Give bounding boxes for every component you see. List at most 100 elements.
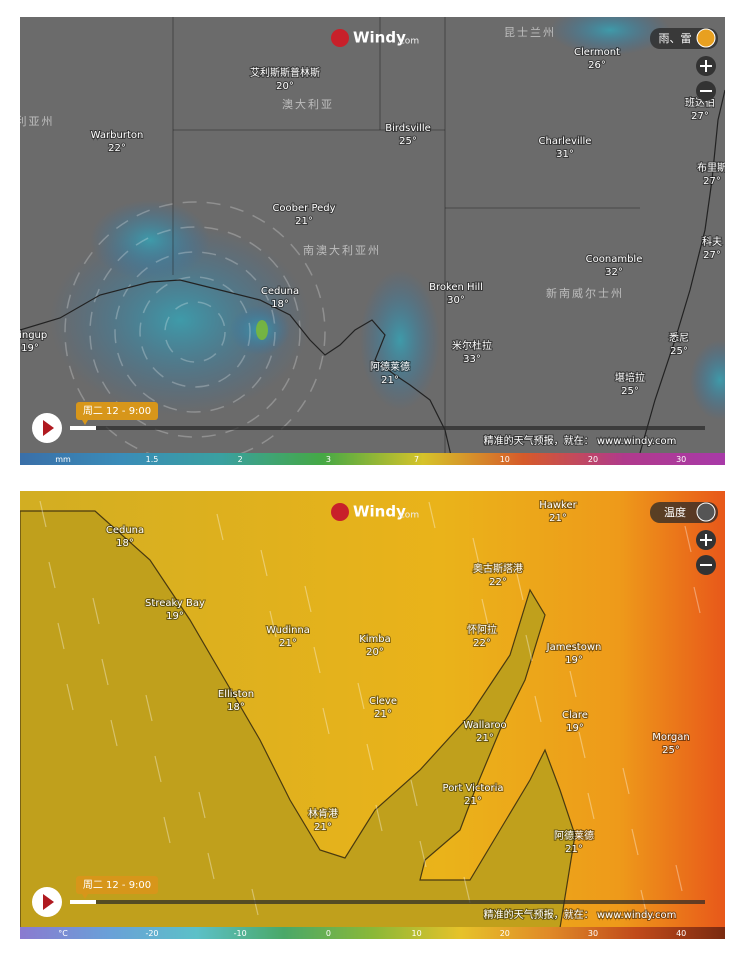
city-name: Coober Pedy <box>272 203 335 214</box>
city-name: Wudinna <box>266 625 310 636</box>
scale-tick: -10 <box>234 929 247 938</box>
wind-streak <box>419 840 427 868</box>
wind-swirl <box>89 226 301 438</box>
city-name: 艾利斯斯普林斯 <box>250 66 320 79</box>
wind-streak <box>693 586 701 614</box>
wind-streak <box>481 598 489 626</box>
scale-tick: 20 <box>588 455 598 464</box>
wind-streak <box>516 573 524 601</box>
city-name: Ceduna <box>106 525 144 536</box>
wind-streak <box>154 755 162 783</box>
play-icon <box>43 894 54 910</box>
city-name: Jamestown <box>546 642 602 653</box>
scale-tick: 40 <box>676 929 686 938</box>
rain-area <box>690 340 725 420</box>
city-temp: 20° <box>276 81 294 92</box>
wind-streak <box>622 767 630 795</box>
coastline <box>20 279 453 461</box>
city-name: Wallaroo <box>463 720 506 731</box>
timeline-bubble <box>76 402 158 420</box>
city-temp: 31° <box>556 149 574 160</box>
city-name: Elliston <box>218 689 254 700</box>
city-name: 阿德莱德 <box>370 360 410 373</box>
logo-suffix: .com <box>397 37 419 47</box>
region-label: 昆士兰州 <box>504 26 556 39</box>
rain-area <box>360 270 440 410</box>
city-temp: 21° <box>314 822 332 833</box>
city-name: 堪培拉 <box>615 371 645 384</box>
wind-streak <box>66 683 74 711</box>
wind-streak <box>145 694 153 722</box>
rain-area <box>50 225 310 415</box>
scale-unit: mm <box>55 455 71 464</box>
region-label: 澳大利亚 <box>282 97 334 111</box>
wind-streak <box>304 585 312 613</box>
city-temp: 21° <box>381 375 399 386</box>
city-name: Ceduna <box>261 286 299 297</box>
layer-icon <box>696 28 716 48</box>
timeline-progress <box>70 426 96 430</box>
city-temp: 18° <box>271 299 289 310</box>
scale-tick: 10 <box>412 929 422 938</box>
wind-streak <box>410 779 418 807</box>
zoom-in-icon <box>700 60 712 72</box>
wind-streak <box>260 549 268 577</box>
city-temp: 27° <box>691 111 709 122</box>
scale-tick: -20 <box>145 929 158 938</box>
wind-streak <box>39 500 47 528</box>
wind-streak <box>534 695 542 723</box>
region-label: 利亚州 <box>20 115 55 128</box>
wind-streak <box>472 537 480 565</box>
city-temp: 19° <box>566 723 584 734</box>
city-temp: 19° <box>166 611 184 622</box>
wind-streak <box>631 828 639 856</box>
city-name: dingup <box>20 330 47 341</box>
wind-streak <box>578 731 586 759</box>
scale-tick: 1.5 <box>146 455 159 464</box>
city-name: 悉尼 <box>669 332 689 344</box>
city-temp: 25° <box>621 386 639 397</box>
rain-map-panel: 昆士兰州 澳大利亚 南澳大利亚州 新南威尔士州 利亚州 艾利斯斯普林斯 20° Clermon… <box>20 17 725 465</box>
timeline-track[interactable] <box>70 900 705 904</box>
wind-streak <box>48 561 56 589</box>
city-name: 布里斯 <box>697 161 725 174</box>
timeline-pointer <box>82 894 88 899</box>
scale-tick: 3 <box>326 455 331 464</box>
wind-streak <box>57 622 65 650</box>
city-temp: 26° <box>588 60 606 71</box>
wind-streak <box>269 610 277 638</box>
timeline-label: 周二 12 - 9:00 <box>83 879 151 891</box>
scale-tick: 2 <box>238 455 243 464</box>
city-name: Clermont <box>574 47 620 58</box>
city-name: Kimba <box>359 634 391 645</box>
city-temp: 18° <box>116 538 134 549</box>
layer-label: 雨、雷 <box>659 32 692 45</box>
wind-swirl <box>164 301 226 363</box>
city-name: Birdsville <box>385 123 431 134</box>
city-name: Port Victoria <box>443 783 504 794</box>
wind-streak <box>525 634 533 662</box>
city-name: Morgan <box>652 732 690 743</box>
timeline-track[interactable] <box>70 426 705 430</box>
east-coastline <box>639 89 725 454</box>
wind-streak <box>216 513 224 541</box>
city-temp: 27° <box>703 176 721 187</box>
scale-tick: 30 <box>588 929 598 938</box>
watermark: 精准的天气预报，就在： www.windy.com <box>484 908 677 921</box>
timeline-bubble <box>76 876 158 894</box>
city-name: Charleville <box>539 136 592 147</box>
city-temp: 20° <box>366 647 384 658</box>
city-temp: 21° <box>374 709 392 720</box>
logo-suffix: .com <box>397 511 419 521</box>
wind-streak <box>463 876 471 904</box>
rain-core <box>256 320 268 340</box>
scale-unit: °C <box>58 929 68 938</box>
city-temp: 21° <box>279 638 297 649</box>
city-temp: 22° <box>108 143 126 154</box>
wind-streak <box>684 525 692 553</box>
region-label: 南澳大利亚州 <box>303 243 381 257</box>
temperature-map-panel: Ceduna 18° Hawker 21° 奥古斯塔港 22° Streaky Bay 19°… <box>20 491 725 939</box>
city-temp: 21° <box>464 796 482 807</box>
city-name: 阿德莱德 <box>554 829 594 842</box>
